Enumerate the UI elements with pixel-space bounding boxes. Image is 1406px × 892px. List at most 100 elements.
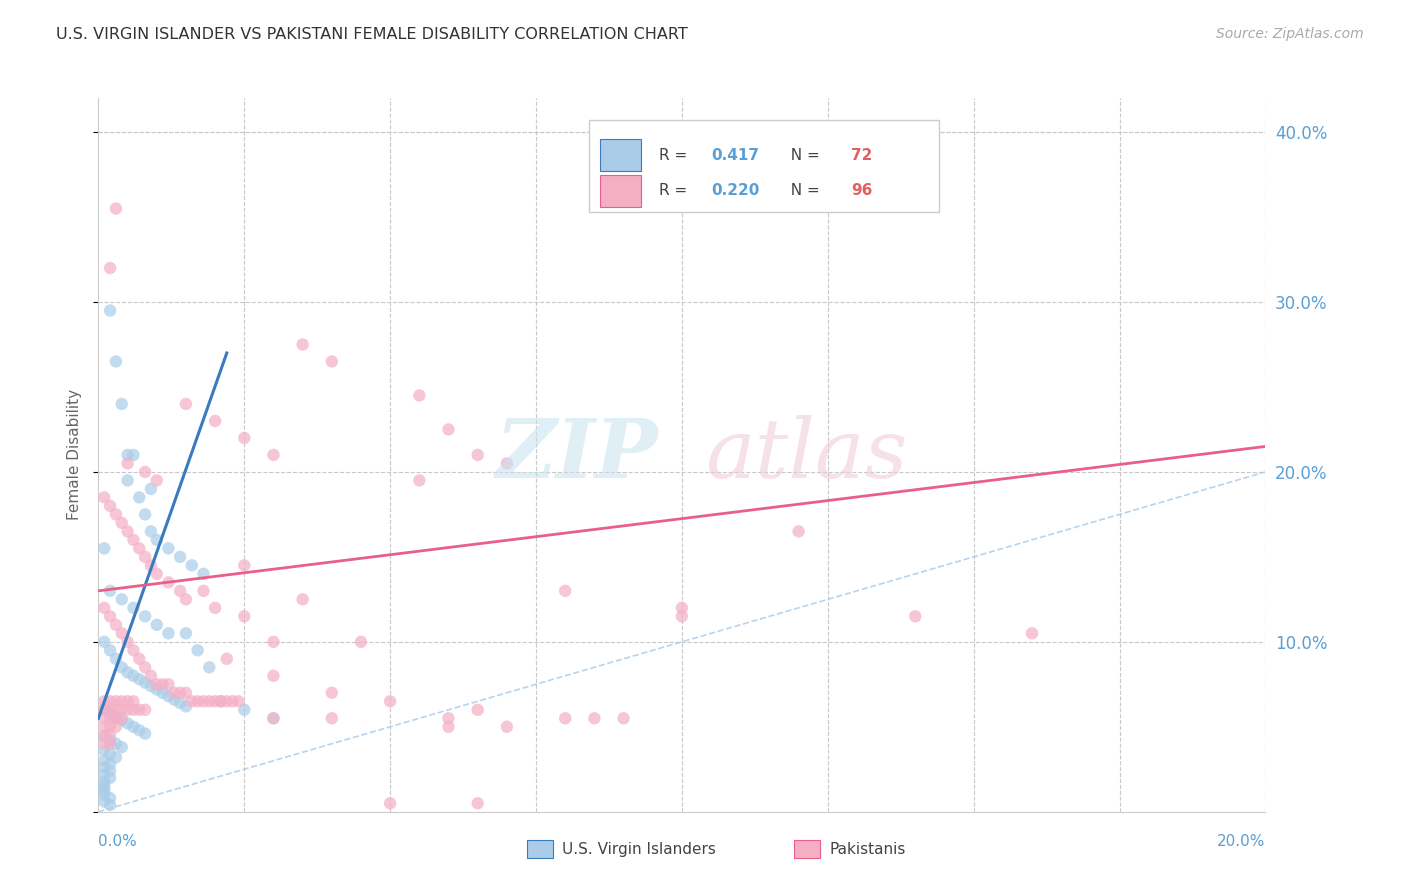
Point — [98, 694, 121, 708]
Point — [122, 703, 145, 717]
Point — [134, 703, 156, 717]
Text: R =: R = — [658, 148, 692, 162]
Point — [104, 617, 127, 632]
Point — [193, 583, 215, 598]
Point — [117, 474, 139, 488]
Point — [93, 795, 115, 809]
Point — [146, 474, 169, 488]
Point — [93, 720, 115, 734]
Point — [215, 652, 238, 666]
Point — [221, 694, 243, 708]
Point — [111, 516, 134, 530]
Point — [209, 694, 232, 708]
Point — [111, 713, 134, 727]
Text: 20.0%: 20.0% — [1218, 834, 1265, 849]
Bar — [600, 139, 641, 171]
Point — [291, 337, 314, 351]
Point — [169, 696, 191, 710]
Point — [122, 643, 145, 657]
Point — [98, 703, 121, 717]
Point — [117, 703, 139, 717]
Point — [117, 448, 139, 462]
Point — [104, 652, 127, 666]
Point — [152, 686, 174, 700]
Point — [111, 711, 134, 725]
Point — [117, 524, 139, 539]
Point — [98, 764, 121, 778]
Point — [104, 354, 127, 368]
Point — [93, 778, 115, 792]
Point — [93, 743, 115, 757]
Point — [111, 626, 134, 640]
Text: ZIP: ZIP — [496, 415, 658, 495]
Point — [104, 703, 127, 717]
Text: 72: 72 — [851, 148, 873, 162]
Point — [134, 549, 156, 564]
Point — [98, 757, 121, 772]
Point — [139, 558, 162, 573]
Point — [233, 558, 256, 573]
Point — [98, 737, 121, 751]
Point — [174, 397, 197, 411]
Text: U.S. VIRGIN ISLANDER VS PAKISTANI FEMALE DISABILITY CORRELATION CHART: U.S. VIRGIN ISLANDER VS PAKISTANI FEMALE… — [56, 27, 688, 42]
Point — [104, 694, 127, 708]
Point — [262, 711, 284, 725]
Point — [104, 709, 127, 723]
Point — [98, 733, 121, 747]
Point — [98, 747, 121, 761]
Point — [157, 575, 180, 590]
Point — [128, 703, 150, 717]
Point — [93, 737, 115, 751]
Point — [233, 703, 256, 717]
Text: N =: N = — [782, 148, 825, 162]
Point — [262, 711, 284, 725]
Point — [174, 699, 197, 714]
Point — [554, 583, 576, 598]
Point — [104, 711, 127, 725]
Point — [117, 635, 139, 649]
Point — [117, 716, 139, 731]
Point — [93, 728, 115, 742]
Point — [146, 617, 169, 632]
Point — [128, 672, 150, 686]
Point — [134, 675, 156, 690]
Point — [111, 660, 134, 674]
Point — [104, 202, 127, 216]
Bar — [527, 840, 553, 858]
Point — [495, 720, 517, 734]
Point — [671, 609, 693, 624]
Point — [93, 788, 115, 802]
Point — [321, 711, 343, 725]
Point — [321, 354, 343, 368]
Point — [128, 723, 150, 738]
Point — [98, 711, 121, 725]
Point — [193, 694, 215, 708]
Point — [134, 465, 156, 479]
Point — [117, 457, 139, 471]
Text: N =: N = — [782, 184, 825, 198]
Text: U.S. Virgin Islanders: U.S. Virgin Islanders — [562, 842, 716, 856]
Point — [111, 740, 134, 755]
Point — [467, 448, 489, 462]
Point — [93, 703, 115, 717]
Point — [350, 635, 373, 649]
Point — [134, 726, 156, 740]
FancyBboxPatch shape — [589, 120, 939, 212]
Point — [98, 797, 121, 812]
Point — [1021, 626, 1043, 640]
Point — [139, 524, 162, 539]
Point — [163, 692, 186, 706]
Point — [408, 388, 430, 402]
Text: 0.220: 0.220 — [711, 184, 759, 198]
Point — [157, 541, 180, 556]
Point — [174, 686, 197, 700]
Point — [93, 541, 115, 556]
Point — [378, 694, 402, 708]
Point — [233, 609, 256, 624]
Point — [93, 760, 115, 774]
Point — [93, 730, 115, 744]
Point — [98, 771, 121, 785]
Point — [146, 566, 169, 581]
Point — [93, 600, 115, 615]
Point — [139, 679, 162, 693]
